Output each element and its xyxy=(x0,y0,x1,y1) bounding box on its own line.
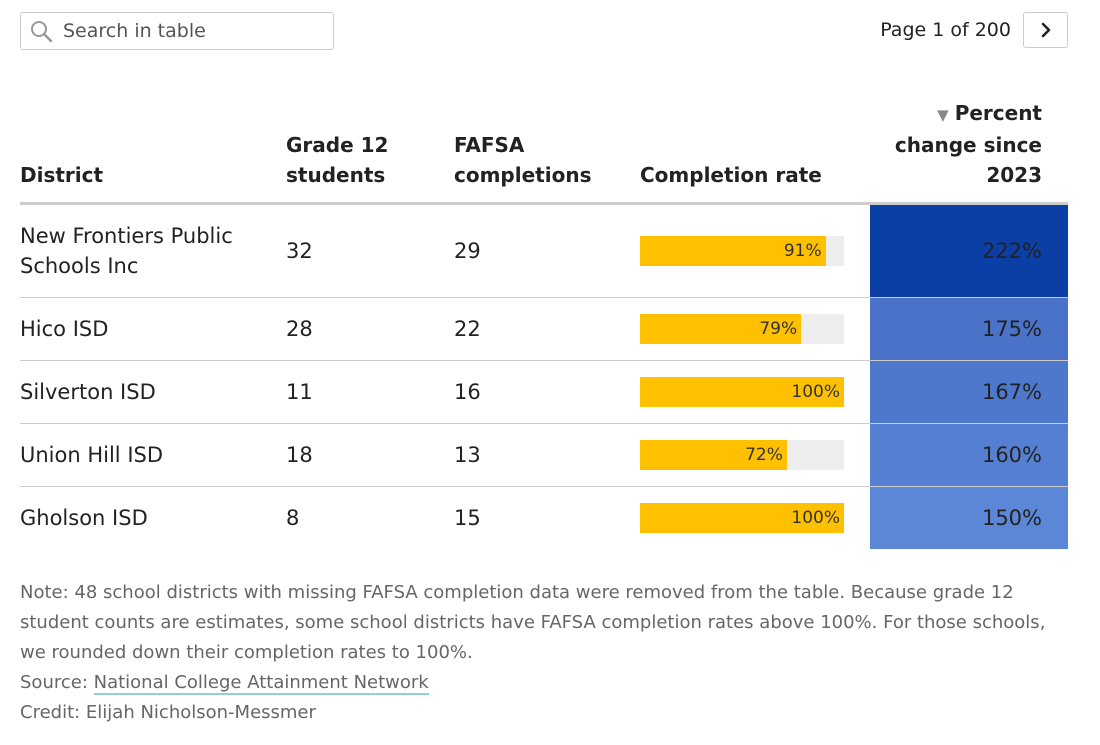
table-row: Silverton ISD 11 16 100% 167% xyxy=(20,360,1068,424)
completion-bar-label: 72% xyxy=(745,445,783,465)
cell-percent-change: 167% xyxy=(870,360,1068,424)
cell-completion-rate: 100% xyxy=(640,360,870,424)
cell-district: Silverton ISD xyxy=(20,360,286,424)
cell-grade12: 32 xyxy=(286,203,454,298)
cell-fafsa: 22 xyxy=(454,297,640,361)
cell-district: Gholson ISD xyxy=(20,506,148,530)
column-header-fafsa[interactable]: FAFSA completions xyxy=(454,98,640,205)
table-header-row: District Grade 12 students FAFSA complet… xyxy=(20,98,1068,205)
cell-fafsa: 16 xyxy=(454,360,640,424)
column-header-grade12[interactable]: Grade 12 students xyxy=(286,98,454,205)
column-header-district[interactable]: District xyxy=(20,98,286,205)
completion-bar-fill xyxy=(640,236,826,266)
cell-percent-change: 175% xyxy=(870,297,1068,361)
source-line: Source: National College Attainment Netw… xyxy=(20,672,429,695)
completion-bar-label: 79% xyxy=(759,319,798,339)
table-row: Union Hill ISD 18 13 72% 160% xyxy=(20,423,1068,487)
credit-text: Credit: Elijah Nicholson-Messmer xyxy=(20,702,316,723)
cell-fafsa: 13 xyxy=(454,423,640,487)
table-row: Hico ISD 28 22 79% 175% xyxy=(20,297,1068,361)
cell-percent-change: 222% xyxy=(870,203,1068,298)
search-box[interactable] xyxy=(20,12,334,50)
cell-fafsa: 15 xyxy=(454,506,481,530)
cell-completion-rate: 79% xyxy=(640,297,870,361)
cell-grade12: 28 xyxy=(286,297,454,361)
completion-bar-fill xyxy=(640,440,787,470)
cell-district: New Frontiers Public Schools Inc xyxy=(20,203,286,298)
footnotes: Note: 48 school districts with missing F… xyxy=(20,578,1070,728)
search-icon xyxy=(31,21,53,43)
districts-table: District Grade 12 students FAFSA complet… xyxy=(20,98,1068,549)
completion-bar-fill xyxy=(640,377,844,407)
completion-bar-label: 100% xyxy=(791,508,840,528)
completion-bar-track: 79% xyxy=(640,314,844,344)
completion-bar-track: 91% xyxy=(640,236,844,266)
completion-bar-track: 72% xyxy=(640,440,844,470)
cell-percent-change: 150% xyxy=(870,486,1068,549)
cell-district: Union Hill ISD xyxy=(20,423,286,487)
cell-completion-rate: 91% xyxy=(640,203,870,298)
page-indicator: Page 1 of 200 xyxy=(880,19,1011,41)
source-link[interactable]: National College Attainment Network xyxy=(93,672,429,695)
completion-bar-fill xyxy=(640,503,844,533)
sort-desc-icon: ▼ xyxy=(937,106,949,124)
cell-grade12: 18 xyxy=(286,423,454,487)
pagination: Page 1 of 200 xyxy=(880,12,1068,48)
completion-bar-track: 100% xyxy=(640,503,844,533)
next-page-button[interactable] xyxy=(1023,12,1068,48)
search-input[interactable] xyxy=(61,19,325,43)
completion-bar-label: 91% xyxy=(783,241,822,261)
cell-fafsa: 29 xyxy=(454,203,640,298)
completion-bar-track: 100% xyxy=(640,377,844,407)
column-header-rate[interactable]: Completion rate xyxy=(640,98,870,205)
cell-completion-rate: 72% xyxy=(640,423,870,487)
table-row: Gholson ISD 8 15 100% 150% xyxy=(20,486,1068,550)
completion-bar-fill xyxy=(640,314,802,344)
note-text: Note: 48 school districts with missing F… xyxy=(20,582,1046,663)
cell-grade12: 8 xyxy=(286,506,300,530)
table-row: New Frontiers Public Schools Inc 32 29 91% 2… xyxy=(20,203,1068,298)
completion-bar-label: 100% xyxy=(791,382,840,402)
cell-percent-change: 160% xyxy=(870,423,1068,487)
cell-completion-rate: 100% xyxy=(640,487,870,550)
column-header-percent-change[interactable]: ▼ Percent change since 2023 xyxy=(870,98,1068,205)
chevron-right-icon xyxy=(1041,22,1050,38)
cell-grade12: 11 xyxy=(286,360,454,424)
cell-district: Hico ISD xyxy=(20,297,286,361)
